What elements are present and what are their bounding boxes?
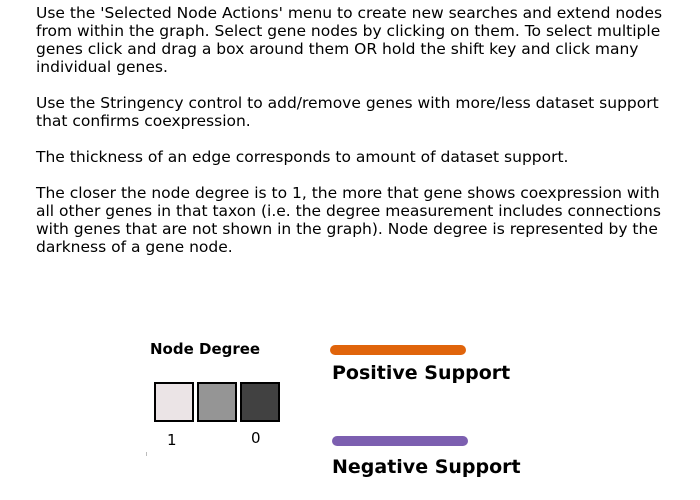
node-degree-title: Node Degree	[150, 340, 261, 358]
node-degree-swatches	[154, 382, 280, 422]
negative-support-label: Negative Support	[332, 456, 521, 478]
node-degree-swatch-medium	[197, 382, 237, 422]
node-degree-label-high: 1	[167, 431, 177, 449]
help-paragraph-stringency: Use the Stringency control to add/remove…	[36, 94, 659, 130]
help-text: Use the 'Selected Node Actions' menu to …	[36, 4, 676, 274]
decorative-tick	[146, 452, 147, 456]
help-paragraph-edge-thickness: The thickness of an edge corresponds to …	[36, 148, 569, 166]
node-degree-label-low: 0	[251, 429, 261, 447]
help-paragraph-selection: Use the 'Selected Node Actions' menu to …	[36, 4, 663, 76]
help-paragraph-node-degree: The closer the node degree is to 1, the …	[36, 184, 661, 256]
node-degree-swatch-dark	[240, 382, 280, 422]
positive-support-label: Positive Support	[332, 362, 511, 384]
node-degree-swatch-light	[154, 382, 194, 422]
negative-support-line	[332, 436, 468, 446]
positive-support-line	[330, 345, 466, 355]
